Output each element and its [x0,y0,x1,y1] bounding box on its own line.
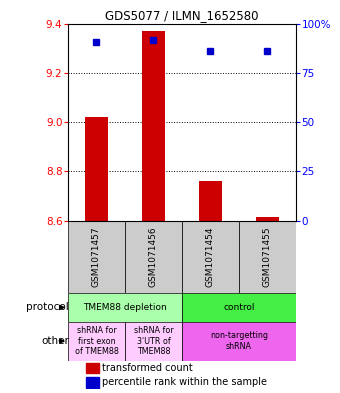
Bar [86,363,99,373]
Text: non-targetting
shRNA: non-targetting shRNA [210,331,268,351]
Text: shRNA for
first exon
of TMEM88: shRNA for first exon of TMEM88 [74,326,118,356]
Text: percentile rank within the sample: percentile rank within the sample [102,377,267,387]
Text: GSM1071455: GSM1071455 [263,226,272,287]
Bar [125,220,182,293]
Text: protocol: protocol [27,303,69,312]
Bar [239,220,296,293]
Bar [199,181,222,220]
Bar [68,293,182,322]
Text: TMEM88 depletion: TMEM88 depletion [83,303,167,312]
Text: control: control [223,303,255,312]
Bar [85,117,108,220]
Bar [256,217,279,220]
Bar [182,220,239,293]
Text: GSM1071457: GSM1071457 [92,226,101,287]
Text: other: other [41,336,69,346]
Bar [142,31,165,220]
Title: GDS5077 / ILMN_1652580: GDS5077 / ILMN_1652580 [105,9,259,22]
Bar [125,322,182,360]
Text: GSM1071454: GSM1071454 [206,227,215,287]
Text: GSM1071456: GSM1071456 [149,226,158,287]
Bar [182,322,296,360]
Bar [182,293,296,322]
Text: transformed count: transformed count [102,363,193,373]
Bar [68,322,125,360]
Text: shRNA for
3'UTR of
TMEM88: shRNA for 3'UTR of TMEM88 [134,326,173,356]
Bar [68,220,125,293]
Bar [86,377,99,387]
